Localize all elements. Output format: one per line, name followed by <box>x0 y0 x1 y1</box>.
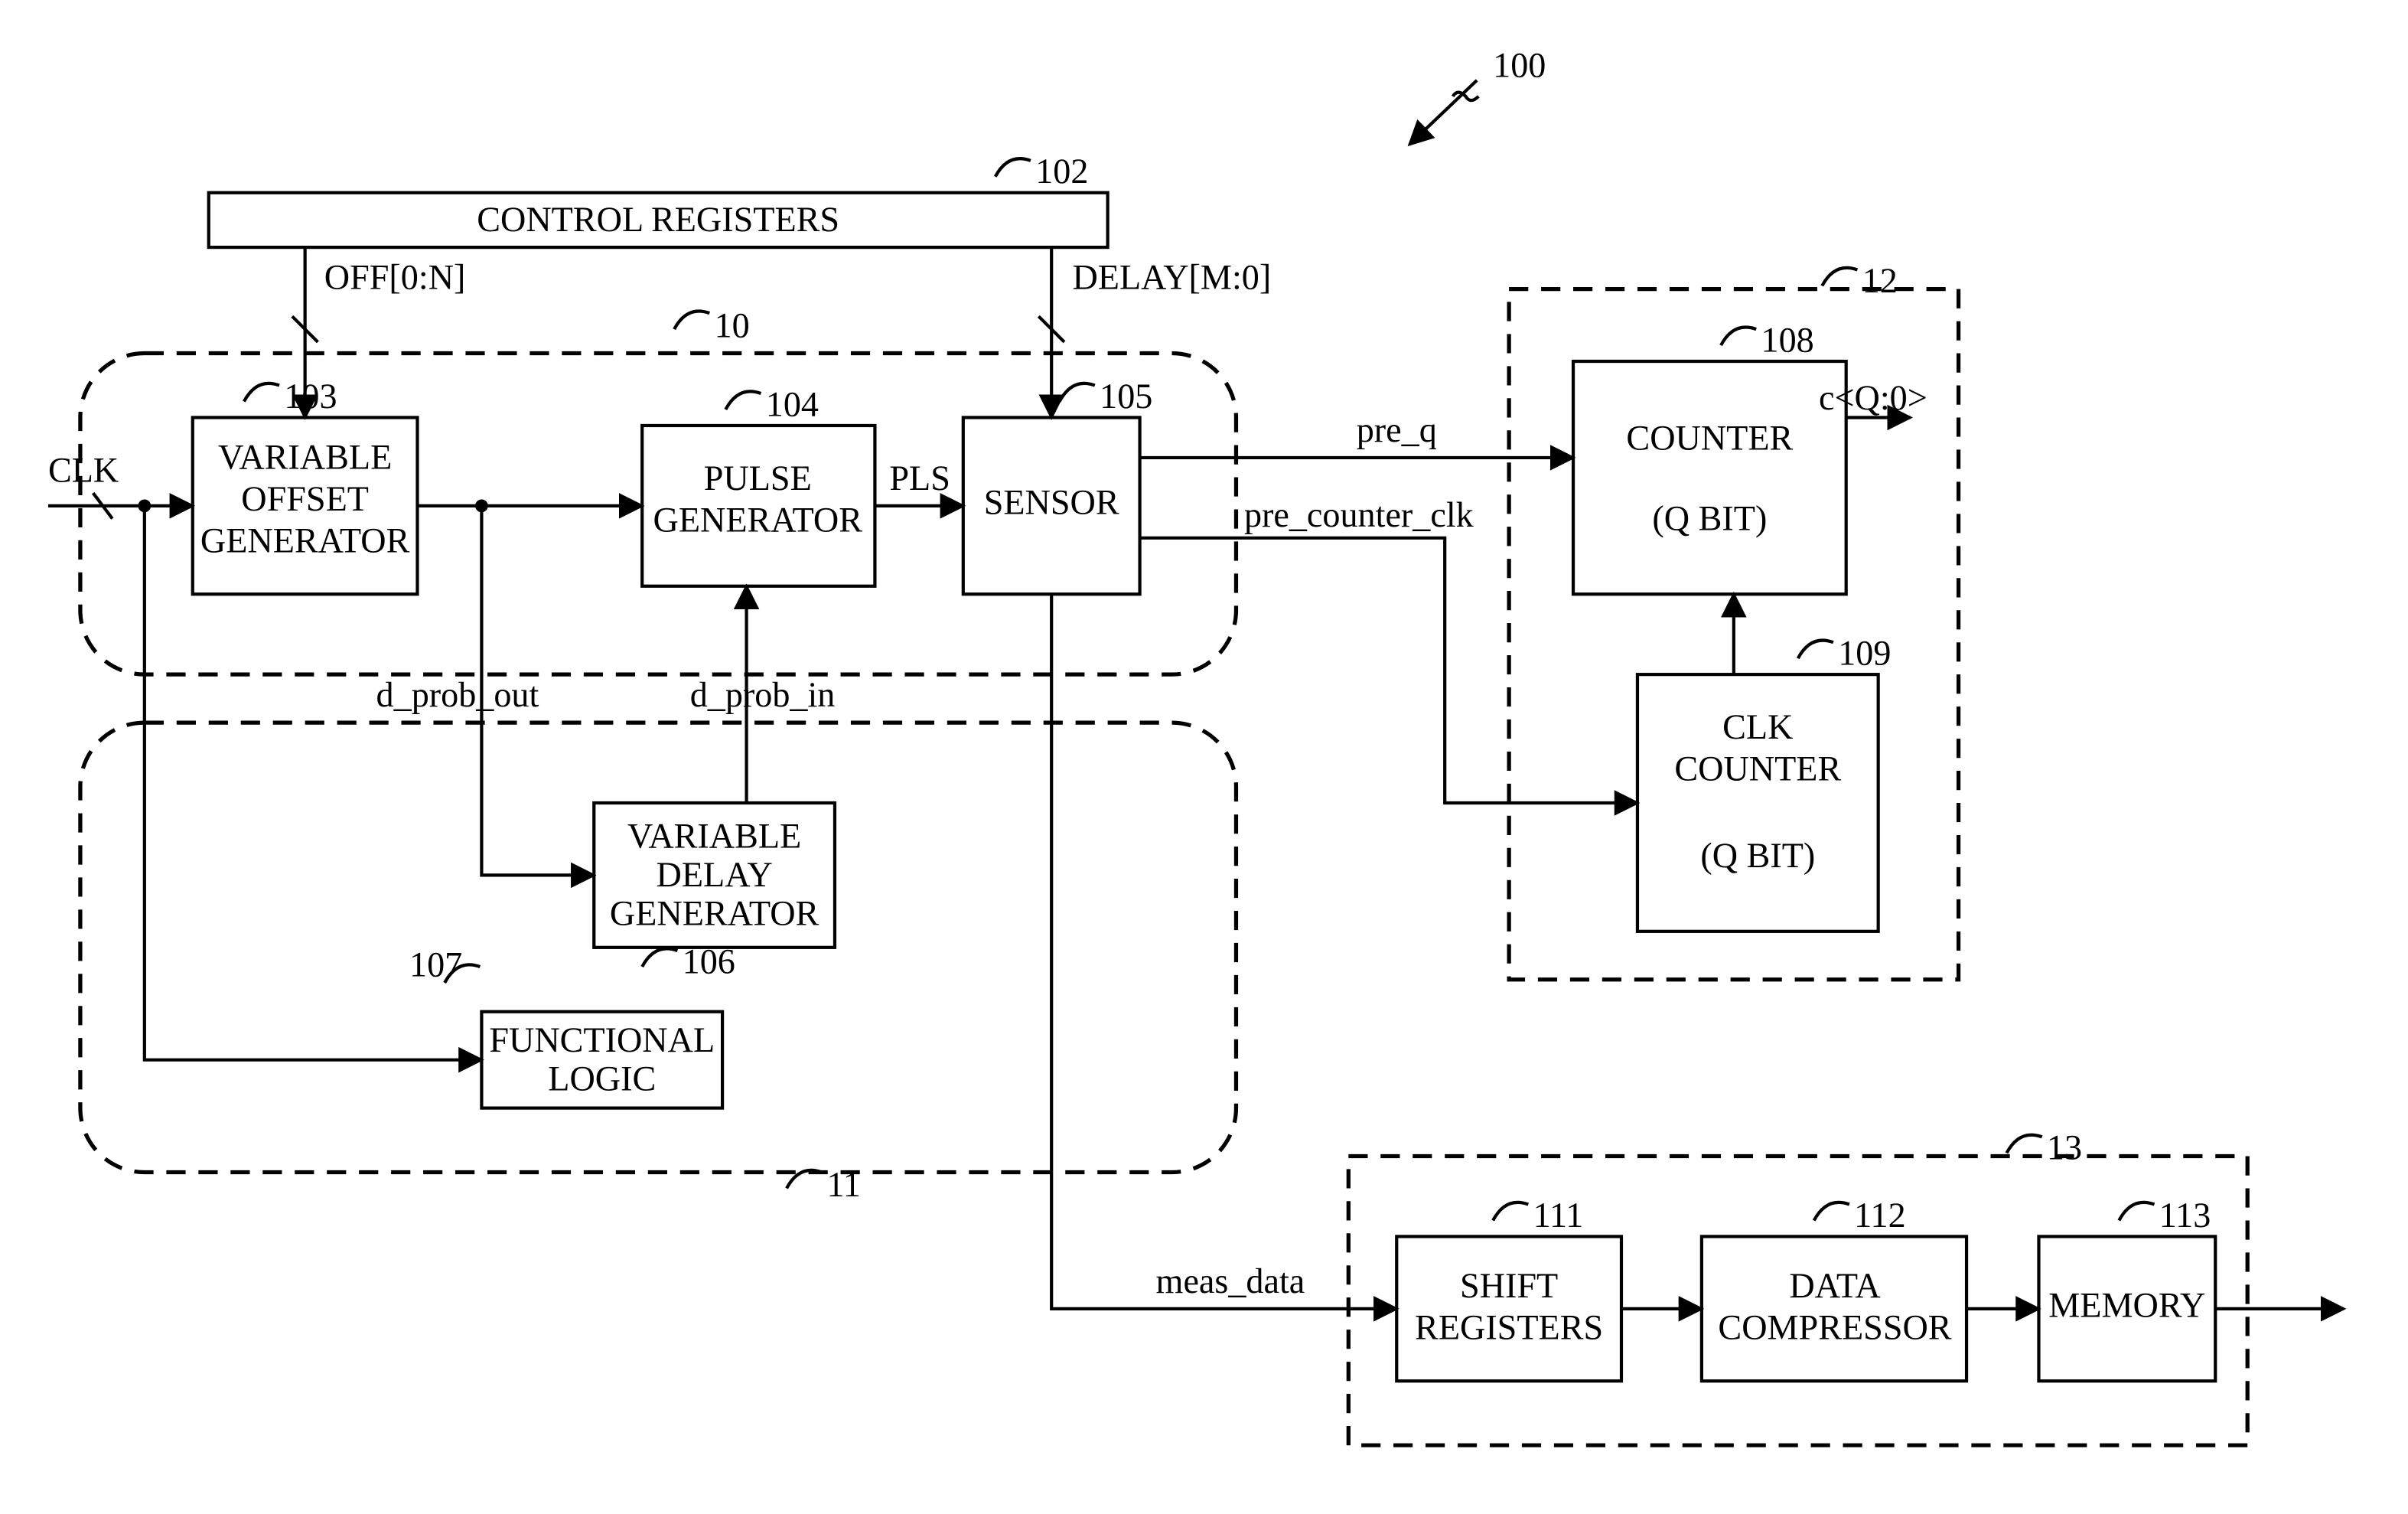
sig-off: OFF[0:N] <box>324 258 466 297</box>
vdg-l1: VARIABLE <box>627 817 801 856</box>
cc-l2: COUNTER <box>1674 749 1841 788</box>
counter <box>1573 361 1846 594</box>
dc-l1: DATA <box>1789 1266 1880 1305</box>
wire-measdata <box>1051 594 1396 1309</box>
sr-l2: REGISTERS <box>1415 1308 1603 1347</box>
ref-label-12: 12 <box>1862 261 1898 300</box>
vog-l2: OFFSET <box>241 479 369 518</box>
dc-l2: COMPRESSOR <box>1718 1308 1951 1347</box>
ref-label-100: 100 <box>1493 46 1546 85</box>
sig-measdata: meas_data <box>1156 1261 1305 1300</box>
ref-label-11: 11 <box>826 1165 860 1204</box>
ref-label-107: 107 <box>409 945 462 984</box>
fl-l1: FUNCTIONAL <box>489 1020 715 1059</box>
sig-cout: c<Q:0> <box>1819 378 1927 417</box>
ref-label-106: 106 <box>683 941 735 981</box>
sig-delay: DELAY[M:0] <box>1072 258 1271 297</box>
ref-label-112: 112 <box>1854 1196 1906 1235</box>
pg-l2: GENERATOR <box>653 500 863 539</box>
sensor-label: SENSOR <box>984 482 1119 521</box>
ref-label-113: 113 <box>2159 1196 2211 1235</box>
ref-label-111: 111 <box>1533 1196 1584 1235</box>
ref-label-108: 108 <box>1761 320 1814 359</box>
block-diagram: 100 10 11 12 13 CONTROL REGISTERS 102 VA… <box>0 0 2408 1509</box>
vog-l3: GENERATOR <box>200 521 410 560</box>
pg-l1: PULSE <box>704 458 812 498</box>
cc-l1: CLK <box>1722 707 1793 746</box>
counter-l1: COUNTER <box>1626 418 1793 457</box>
ref-label-13: 13 <box>2047 1128 2082 1167</box>
ref-100-arrow: 100 <box>1409 46 1546 145</box>
fl-l2: LOGIC <box>548 1059 656 1098</box>
ref-label-10: 10 <box>715 306 750 345</box>
ref-label-105: 105 <box>1100 377 1152 416</box>
counter-l2: (Q BIT) <box>1652 498 1767 537</box>
vdg-l2: DELAY <box>657 855 773 894</box>
mem-label: MEMORY <box>2048 1285 2205 1324</box>
vdg-l3: GENERATOR <box>610 893 820 932</box>
sig-clk: CLK <box>48 450 119 489</box>
sig-preq: pre_q <box>1357 410 1437 449</box>
sig-precounterclk: pre_counter_clk <box>1244 495 1474 534</box>
sig-pls: PLS <box>889 458 950 498</box>
sig-dprobout: d_prob_out <box>376 675 539 714</box>
cc-l3: (Q BIT) <box>1700 836 1815 875</box>
control-registers-label: CONTROL REGISTERS <box>477 200 839 239</box>
ref-label-102: 102 <box>1035 152 1088 191</box>
ref-label-104: 104 <box>766 384 819 423</box>
sr-l1: SHIFT <box>1460 1266 1558 1305</box>
ref-label-109: 109 <box>1838 634 1891 673</box>
ref-label-103: 103 <box>284 377 337 416</box>
vog-l1: VARIABLE <box>218 438 392 477</box>
sig-dprobin: d_prob_in <box>690 675 836 714</box>
wire-precounterclk <box>1140 538 1637 803</box>
